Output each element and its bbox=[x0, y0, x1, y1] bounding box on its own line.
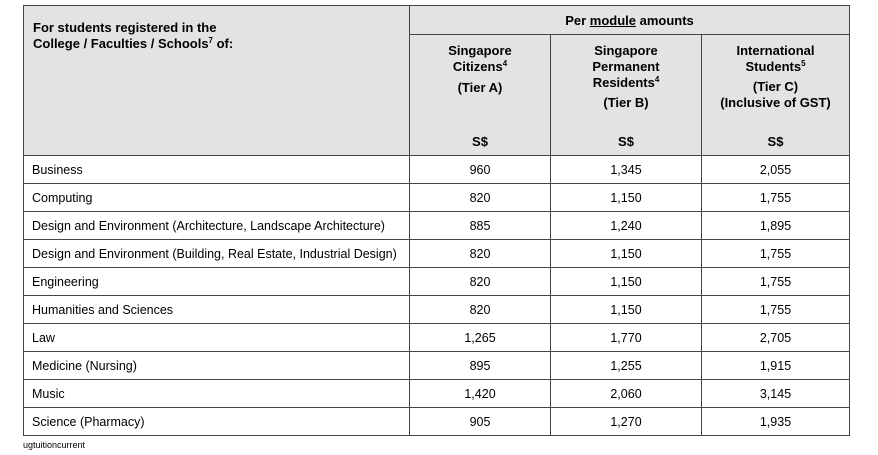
module-underlined: module bbox=[589, 12, 636, 28]
header-tier-a: Singapore Citizens4 (Tier A) S$ bbox=[409, 34, 551, 156]
row-tier-b: 1,150 bbox=[550, 183, 702, 212]
tier-a-label: (Tier A) bbox=[457, 80, 503, 95]
row-tier-c: 1,755 bbox=[701, 239, 850, 268]
tier-b-line3: Residents bbox=[592, 75, 655, 90]
row-faculty: Medicine (Nursing) bbox=[23, 351, 410, 380]
per-prefix: Per bbox=[565, 12, 590, 28]
row-tier-a: 820 bbox=[409, 267, 551, 296]
row-faculty: Humanities and Sciences bbox=[23, 295, 410, 324]
tier-c-currency: S$ bbox=[767, 134, 784, 149]
row-tier-c: 2,055 bbox=[701, 155, 850, 184]
row-faculty: Business bbox=[23, 155, 410, 184]
row-tier-a: 1,265 bbox=[409, 323, 551, 352]
tier-a-sup: 4 bbox=[502, 59, 508, 68]
table-row: Science (Pharmacy) 905 1,270 1,935 bbox=[23, 407, 850, 436]
row-faculty: Design and Environment (Architecture, La… bbox=[23, 211, 410, 240]
tier-b-line2: Permanent bbox=[592, 59, 660, 74]
table-row: Design and Environment (Architecture, La… bbox=[23, 211, 850, 240]
header-left-sup: 7 bbox=[208, 36, 213, 45]
header-tier-b: Singapore Permanent Residents4 (Tier B) … bbox=[550, 34, 702, 156]
row-tier-b: 1,255 bbox=[550, 351, 702, 380]
table-row: Humanities and Sciences 820 1,150 1,755 bbox=[23, 295, 850, 324]
row-tier-c: 1,755 bbox=[701, 267, 850, 296]
table-row: Law 1,265 1,770 2,705 bbox=[23, 323, 850, 352]
row-tier-b: 1,345 bbox=[550, 155, 702, 184]
tier-a-currency: S$ bbox=[472, 134, 488, 149]
row-tier-b: 1,270 bbox=[550, 407, 702, 436]
row-tier-b: 1,150 bbox=[550, 295, 702, 324]
tier-a-line1: Singapore bbox=[448, 43, 512, 58]
row-tier-a: 960 bbox=[409, 155, 551, 184]
header-left-tail: of: bbox=[213, 36, 234, 51]
tier-b-sup: 4 bbox=[654, 75, 660, 84]
fee-table: For students registered in the College /… bbox=[23, 5, 850, 436]
table-row: Design and Environment (Building, Real E… bbox=[23, 239, 850, 268]
header-left-line2: College / Faculties / Schools bbox=[33, 36, 209, 51]
tier-c-line1: International bbox=[736, 43, 815, 58]
tier-c-gst-note: (Inclusive of GST) bbox=[720, 95, 831, 110]
tier-c-sup: 5 bbox=[801, 59, 806, 68]
row-tier-c: 3,145 bbox=[701, 379, 850, 408]
row-tier-a: 885 bbox=[409, 211, 551, 240]
row-tier-b: 1,770 bbox=[550, 323, 702, 352]
table-row: Music 1,420 2,060 3,145 bbox=[23, 379, 850, 408]
header-left-line1: For students registered in the bbox=[33, 20, 217, 35]
row-faculty: Law bbox=[23, 323, 410, 352]
footer-source-label: ugtuitioncurrent bbox=[23, 440, 86, 450]
tier-b-label: (Tier B) bbox=[603, 95, 649, 110]
row-tier-c: 1,755 bbox=[701, 295, 850, 324]
table-row: Business 960 1,345 2,055 bbox=[23, 155, 850, 184]
tier-b-currency: S$ bbox=[618, 134, 634, 149]
row-tier-c: 2,705 bbox=[701, 323, 850, 352]
row-tier-c: 1,755 bbox=[701, 183, 850, 212]
row-tier-a: 895 bbox=[409, 351, 551, 380]
row-tier-b: 1,150 bbox=[550, 267, 702, 296]
tier-c-label: (Tier C) bbox=[752, 79, 799, 94]
row-faculty: Computing bbox=[23, 183, 410, 212]
header-per-module: Per module amounts bbox=[409, 5, 850, 35]
row-tier-b: 1,150 bbox=[550, 239, 702, 268]
header-registered-in: For students registered in the College /… bbox=[23, 5, 410, 156]
row-tier-c: 1,935 bbox=[701, 407, 850, 436]
row-tier-b: 1,240 bbox=[550, 211, 702, 240]
tier-c-line2: Students bbox=[745, 59, 802, 74]
row-tier-a: 820 bbox=[409, 183, 551, 212]
table-row: Engineering 820 1,150 1,755 bbox=[23, 267, 850, 296]
tier-a-line2: Citizens bbox=[452, 59, 503, 74]
header-tier-c: International Students5 (Tier C) (Inclus… bbox=[701, 34, 850, 156]
row-faculty: Engineering bbox=[23, 267, 410, 296]
row-tier-c: 1,915 bbox=[701, 351, 850, 380]
table-row: Computing 820 1,150 1,755 bbox=[23, 183, 850, 212]
row-tier-a: 820 bbox=[409, 295, 551, 324]
tier-b-line1: Singapore bbox=[594, 43, 658, 58]
amounts-suffix: amounts bbox=[636, 12, 694, 28]
row-faculty: Science (Pharmacy) bbox=[23, 407, 410, 436]
table-row: Medicine (Nursing) 895 1,255 1,915 bbox=[23, 351, 850, 380]
row-tier-a: 1,420 bbox=[409, 379, 551, 408]
row-tier-a: 820 bbox=[409, 239, 551, 268]
row-tier-b: 2,060 bbox=[550, 379, 702, 408]
row-faculty: Music bbox=[23, 379, 410, 408]
row-faculty: Design and Environment (Building, Real E… bbox=[23, 239, 410, 268]
row-tier-c: 1,895 bbox=[701, 211, 850, 240]
row-tier-a: 905 bbox=[409, 407, 551, 436]
